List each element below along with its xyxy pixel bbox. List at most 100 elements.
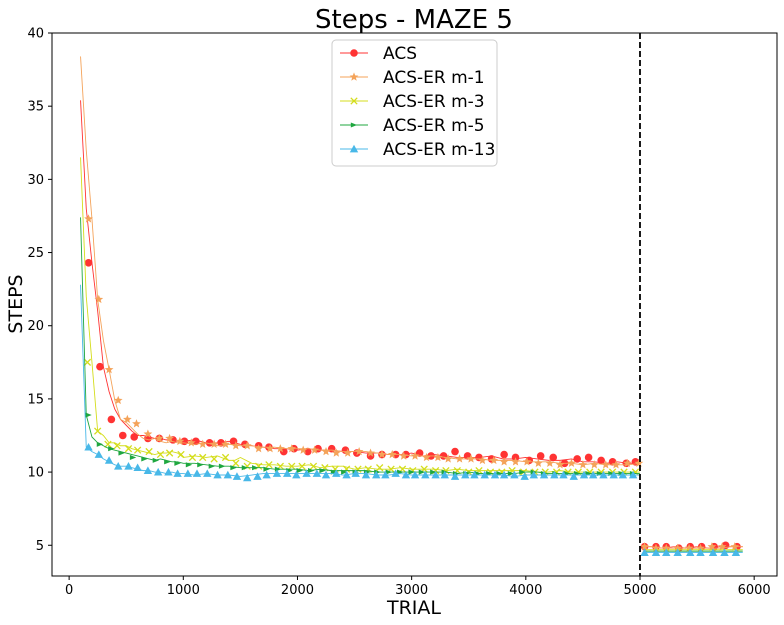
data-point xyxy=(165,433,174,443)
data-point xyxy=(282,469,292,477)
data-point xyxy=(478,455,487,465)
data-point xyxy=(84,258,93,267)
legend-label: ACS-ER m-5 xyxy=(383,116,485,136)
data-point xyxy=(199,453,207,462)
data-point xyxy=(431,470,440,479)
data-point xyxy=(408,469,415,475)
data-point xyxy=(113,395,123,405)
data-point xyxy=(354,446,364,456)
data-point xyxy=(309,462,318,470)
data-point xyxy=(450,472,460,480)
data-point xyxy=(165,449,174,457)
data-point xyxy=(499,457,509,466)
plot-frame xyxy=(51,32,778,577)
data-point xyxy=(381,470,390,479)
data-point xyxy=(192,469,202,477)
data-point xyxy=(186,438,196,447)
data-point xyxy=(164,459,171,465)
data-point xyxy=(262,470,271,479)
data-point xyxy=(510,470,519,479)
data-point xyxy=(241,465,249,471)
legend-marker xyxy=(350,97,358,105)
legend-marker xyxy=(350,49,358,57)
data-point xyxy=(451,447,459,456)
data-point xyxy=(113,442,121,450)
data-point xyxy=(366,448,375,457)
data-point xyxy=(567,458,576,468)
data-point xyxy=(205,439,214,447)
data-point xyxy=(143,466,153,474)
data-point xyxy=(231,441,241,450)
data-point xyxy=(430,469,437,475)
x-tick-label: 3000 xyxy=(395,583,428,598)
data-point xyxy=(387,449,397,459)
data-point xyxy=(440,470,449,479)
data-point xyxy=(209,439,219,448)
data-point xyxy=(156,450,165,459)
data-point xyxy=(310,445,319,454)
data-point xyxy=(213,470,222,479)
data-point xyxy=(94,450,104,458)
x-tick-label: 0 xyxy=(65,583,73,598)
data-point xyxy=(342,470,351,479)
data-point xyxy=(422,452,431,462)
data-point xyxy=(519,469,526,475)
data-point xyxy=(185,462,193,468)
data-point xyxy=(263,466,270,472)
data-point xyxy=(361,470,371,479)
data-point xyxy=(243,473,252,482)
data-point xyxy=(466,454,476,463)
data-point xyxy=(623,458,632,468)
data-point xyxy=(96,441,104,447)
data-point xyxy=(133,446,142,454)
data-point xyxy=(85,412,92,418)
data-point xyxy=(302,469,311,477)
x-tick-label: 4000 xyxy=(509,583,542,598)
data-point xyxy=(265,444,275,453)
series-1 xyxy=(80,56,743,552)
data-point xyxy=(599,470,608,479)
data-point xyxy=(559,470,568,479)
y-tick-label: 40 xyxy=(27,27,44,42)
data-point xyxy=(272,469,282,477)
y-tick-label: 5 xyxy=(36,539,44,554)
data-point xyxy=(391,469,400,477)
data-point xyxy=(536,452,545,460)
data-point xyxy=(274,466,282,472)
data-point xyxy=(174,460,181,466)
data-point xyxy=(321,470,331,479)
data-point xyxy=(145,447,153,456)
data-point xyxy=(421,470,430,479)
data-point xyxy=(192,437,200,446)
data-point xyxy=(254,444,264,453)
data-point xyxy=(164,467,173,476)
data-point xyxy=(651,548,661,556)
data-point xyxy=(118,431,127,440)
data-point xyxy=(153,467,163,476)
data-point xyxy=(573,455,581,463)
data-point xyxy=(307,468,315,474)
legend-marker xyxy=(350,122,358,128)
y-tick-label: 15 xyxy=(27,392,44,407)
data-point xyxy=(232,472,242,480)
x-tick-label: 2000 xyxy=(281,583,314,598)
data-point xyxy=(410,470,420,479)
data-point xyxy=(410,451,420,460)
data-point xyxy=(84,443,93,451)
data-point xyxy=(221,453,230,462)
data-point xyxy=(223,470,233,479)
data-point xyxy=(332,469,341,477)
data-point xyxy=(589,460,599,469)
legend-box xyxy=(331,39,498,167)
data-point xyxy=(152,457,160,463)
legend-item: ACS xyxy=(340,44,417,64)
legend-label: ACS xyxy=(383,44,417,64)
data-point xyxy=(292,470,301,479)
data-point xyxy=(372,470,381,479)
data-point xyxy=(601,460,611,469)
data-point xyxy=(499,470,509,479)
data-point xyxy=(520,472,529,480)
data-point xyxy=(628,470,638,479)
chart-title: Steps - MAZE 5 xyxy=(315,5,513,35)
data-point xyxy=(634,458,644,468)
